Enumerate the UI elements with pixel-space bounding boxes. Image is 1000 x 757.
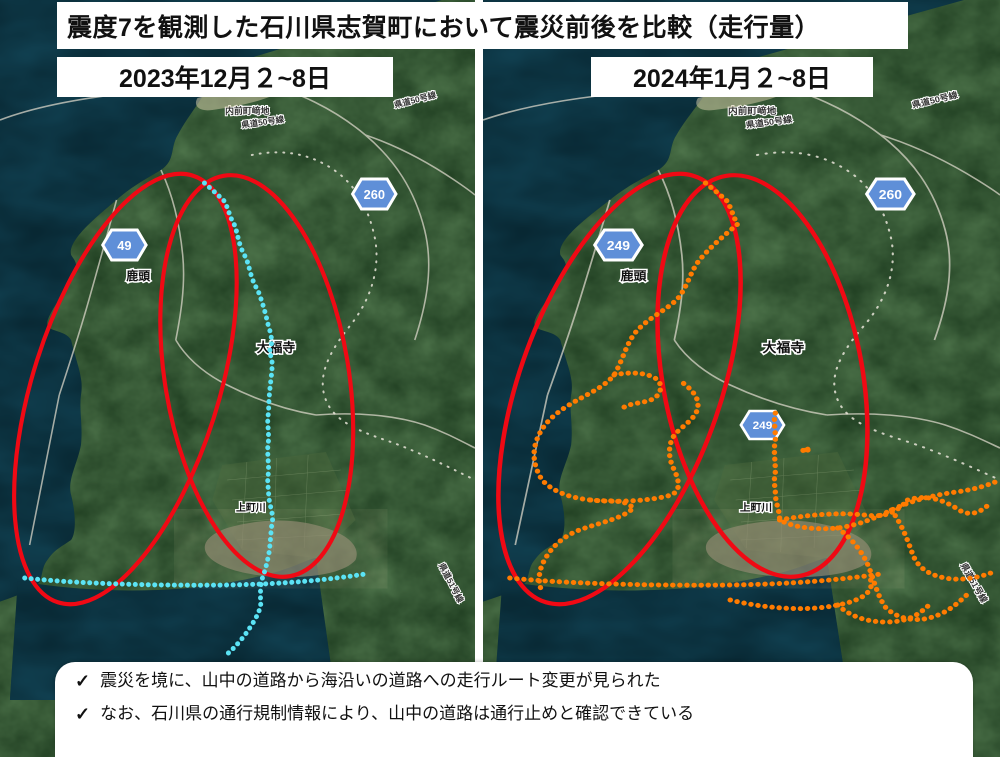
svg-text:249: 249 — [753, 420, 773, 432]
svg-text:249: 249 — [607, 238, 630, 252]
svg-text:大福寺: 大福寺 — [257, 340, 296, 355]
svg-text:260: 260 — [879, 187, 902, 201]
svg-text:内前町﨑地: 内前町﨑地 — [728, 105, 777, 116]
svg-text:上町川: 上町川 — [236, 501, 266, 514]
svg-text:鹿頭: 鹿頭 — [126, 269, 151, 283]
svg-text:49: 49 — [117, 238, 131, 253]
svg-text:260: 260 — [364, 187, 385, 202]
svg-text:鹿頭: 鹿頭 — [621, 268, 647, 282]
svg-text:上町川: 上町川 — [740, 501, 772, 514]
svg-text:大福寺: 大福寺 — [762, 339, 804, 354]
